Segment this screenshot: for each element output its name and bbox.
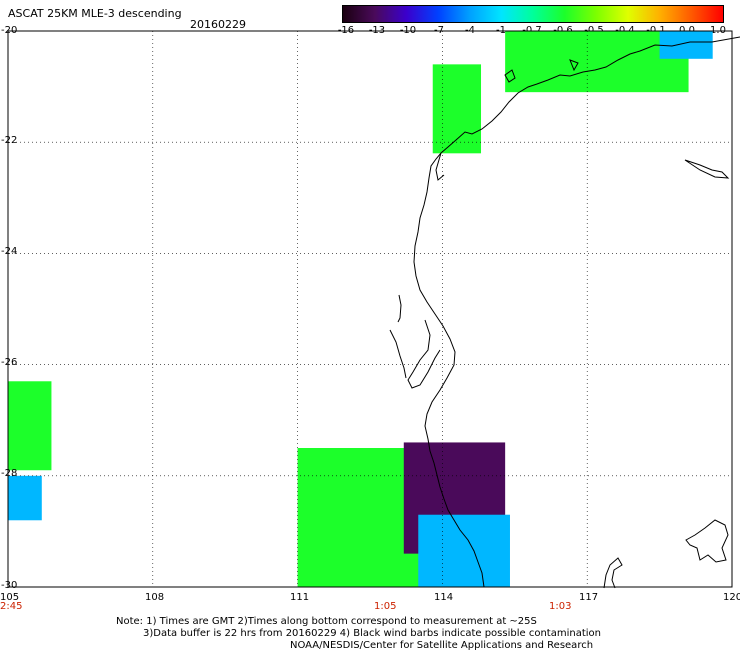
lon-label-2: 108 [145,592,165,603]
swath-block-3 [659,31,713,59]
coastline-shark-bay [407,319,441,389]
coastline-islands-north [504,59,730,179]
lat-label-3: -24 [1,246,18,257]
lon-label-1: 105 [0,592,20,603]
lat-label-1: -20 [1,25,18,36]
lat-label-6: -30 [1,580,18,591]
plot-frame [7,30,733,588]
footer-note-2: 3)Data buffer is 22 hrs from 20160229 4)… [143,628,601,639]
product-title: ASCAT 25KM MLE-3 descending [8,7,182,20]
grid-layer [8,31,732,587]
time-label-2: 1:05 [374,601,397,612]
lon-label-6: 120 [723,592,740,603]
swath-block-1 [432,64,482,154]
time-label-1: 2:45 [0,601,23,612]
swath-block-4 [8,381,52,471]
coastline-south-coast [603,557,623,589]
time-label-3: 1:03 [549,601,572,612]
coastline-exmouth [435,152,445,181]
lon-label-3: 111 [290,592,310,603]
product-date: 20160229 [190,18,246,31]
coastline-southeast [685,519,729,563]
colorbar [342,5,724,23]
coastline-layer [389,36,740,589]
lat-label-2: -22 [1,135,18,146]
lon-label-4: 114 [434,592,454,603]
coastline-peninsula [397,294,402,323]
coastline-dirk-hartog-island [389,329,407,379]
swath-block-5 [8,475,42,521]
footer-note-1: Note: 1) Times are GMT 2)Times along bot… [116,616,537,627]
lat-label-5: -28 [1,468,18,479]
swath-layer [8,31,713,587]
coastline-mainland [413,36,740,588]
lon-label-5: 117 [579,592,599,603]
swath-block-2 [505,31,689,93]
footer-note-3: NOAA/NESDIS/Center for Satellite Applica… [290,640,594,651]
swath-block-8 [418,514,510,587]
lat-label-4: -26 [1,357,18,368]
